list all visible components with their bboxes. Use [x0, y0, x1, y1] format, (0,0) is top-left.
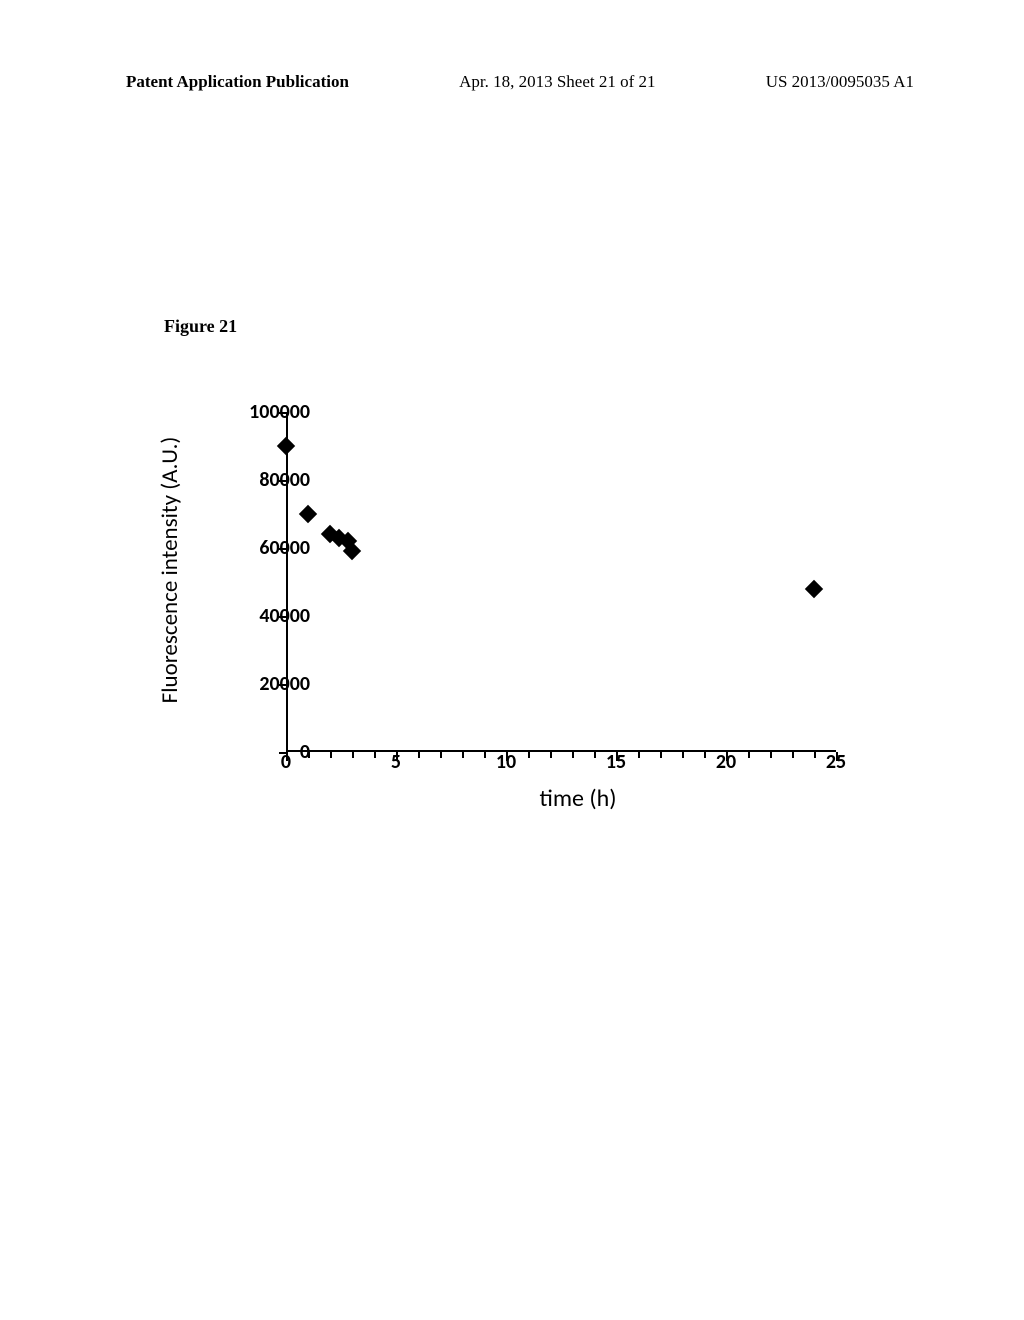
scatter-chart: Fluorescence intensity (A.U.) time (h) 0… [150, 400, 870, 840]
x-tick-minor [814, 752, 816, 758]
x-tick-minor [660, 752, 662, 758]
header-left: Patent Application Publication [126, 72, 349, 92]
plot-area [286, 412, 836, 752]
x-tick-label: 0 [281, 750, 291, 774]
x-tick-minor [748, 752, 750, 758]
y-tick-label: 100000 [249, 400, 310, 424]
x-tick-minor [352, 752, 354, 758]
x-tick-label: 15 [606, 750, 626, 774]
x-tick-minor [418, 752, 420, 758]
x-tick-minor [594, 752, 596, 758]
header-right: US 2013/0095035 A1 [766, 72, 914, 92]
data-point [299, 505, 317, 523]
x-tick-label: 5 [391, 750, 401, 774]
y-tick-label: 20000 [259, 672, 310, 696]
x-tick-minor [792, 752, 794, 758]
x-tick-minor [528, 752, 530, 758]
x-tick-label: 20 [716, 750, 736, 774]
header-center: Apr. 18, 2013 Sheet 21 of 21 [459, 72, 655, 92]
x-tick-minor [374, 752, 376, 758]
x-tick-label: 10 [496, 750, 516, 774]
y-tick-label: 80000 [259, 468, 310, 492]
x-tick-minor [550, 752, 552, 758]
y-axis-title: Fluorescence intensity (A.U.) [156, 437, 184, 704]
x-tick-label: 25 [826, 750, 846, 774]
x-tick-minor [440, 752, 442, 758]
x-tick-minor [462, 752, 464, 758]
page-header: Patent Application Publication Apr. 18, … [0, 72, 1024, 92]
x-axis-line [286, 750, 836, 752]
figure-label: Figure 21 [164, 316, 237, 337]
x-tick-minor [484, 752, 486, 758]
y-tick-label: 40000 [259, 604, 310, 628]
x-axis-title: time (h) [150, 784, 870, 813]
x-tick-minor [330, 752, 332, 758]
y-tick-label: 60000 [259, 536, 310, 560]
data-point [805, 580, 823, 598]
x-tick-minor [682, 752, 684, 758]
data-point [277, 437, 295, 455]
x-tick-minor [572, 752, 574, 758]
x-tick-minor [638, 752, 640, 758]
y-axis-line [286, 412, 288, 752]
x-tick-minor [704, 752, 706, 758]
x-tick-minor [770, 752, 772, 758]
y-tick-label: 0 [300, 740, 310, 764]
